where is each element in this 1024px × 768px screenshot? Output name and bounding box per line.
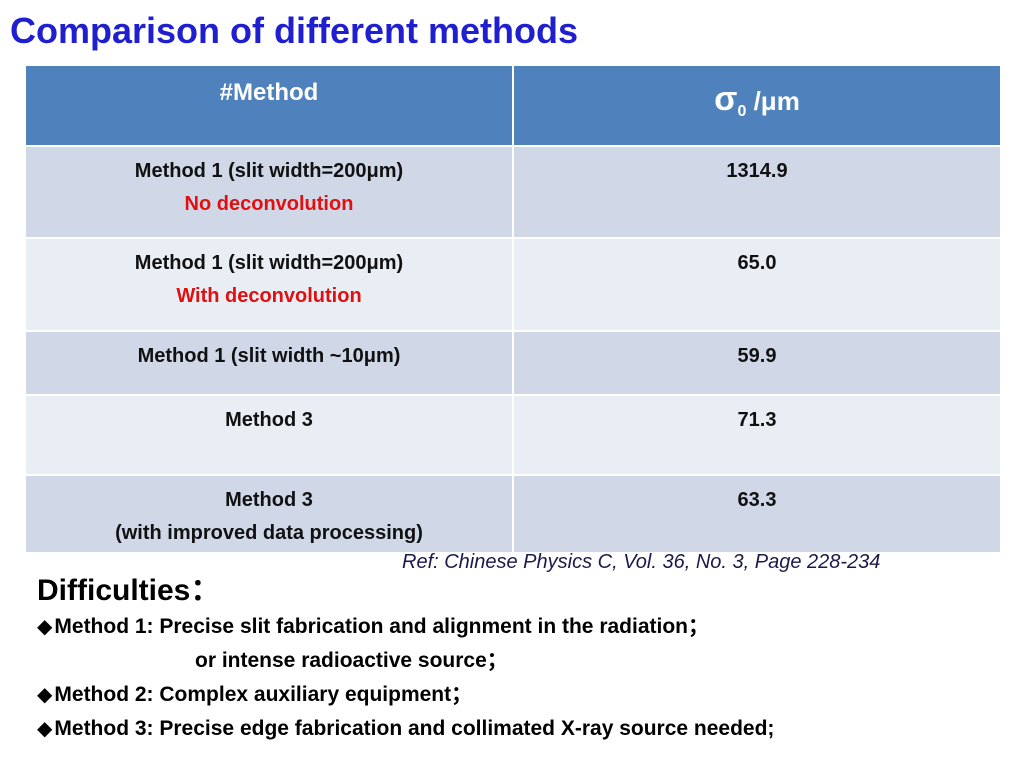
method-label: Method 3 <box>225 489 313 512</box>
value-cell: 59.9 <box>512 330 1002 397</box>
table-row: Method 3 71.3 <box>24 394 1002 477</box>
method-note: With deconvolution <box>176 285 362 308</box>
difficulty-text: Method 3: Precise edge fabrication and c… <box>54 717 775 740</box>
method-cell: Method 1 (slit width=200μm) No deconvolut… <box>24 145 514 240</box>
list-item: ◆Method 1: Precise slit fabrication and … <box>37 610 774 644</box>
method-label: Method 1 (slit width=200μm) <box>134 252 404 275</box>
difficulty-text: Method 2: Complex auxiliary equipment； <box>54 683 473 706</box>
sigma-value: 63.3 <box>737 489 777 512</box>
difficulties-list: ◆Method 1: Precise slit fabrication and … <box>37 610 774 746</box>
method-cell: Method 3 <box>24 394 514 477</box>
sigma-subscript: 0 <box>737 103 747 121</box>
diamond-bullet-icon: ◆ <box>37 616 53 638</box>
method-label: Method 3 <box>225 409 313 432</box>
method-note: No deconvolution <box>184 193 354 216</box>
sigma-value: 1314.9 <box>726 160 788 183</box>
value-cell: 65.0 <box>512 237 1002 333</box>
table-row: Method 1 (slit width ~10μm) 59.9 <box>24 330 1002 397</box>
table-row: Method 1 (slit width=200μm) No deconvolut… <box>24 145 1002 240</box>
table-row: Method 3 (with improved data processing) … <box>24 474 1002 555</box>
method-label: Method 1 (slit width ~10μm) <box>137 345 401 368</box>
diamond-bullet-icon: ◆ <box>37 718 53 740</box>
method-cell: Method 3 (with improved data processing) <box>24 474 514 555</box>
list-item: ◆Method 2: Complex auxiliary equipment； <box>37 678 774 712</box>
difficulties-heading: Difficulties： <box>37 574 221 607</box>
method-cell: Method 1 (slit width ~10μm) <box>24 330 514 397</box>
value-cell: 1314.9 <box>512 145 1002 240</box>
slide-title: Comparison of different methods <box>10 10 579 51</box>
sigma-symbol: σ <box>714 80 738 118</box>
header-method: #Method <box>24 63 514 148</box>
diamond-bullet-icon: ◆ <box>37 684 53 706</box>
sigma-value: 65.0 <box>737 252 777 275</box>
table-header-row: #Method σ0 /μm <box>24 63 1002 148</box>
sigma-value: 59.9 <box>737 345 777 368</box>
sigma-value: 71.3 <box>737 409 777 432</box>
value-cell: 63.3 <box>512 474 1002 555</box>
reference-citation: Ref: Chinese Physics C, Vol. 36, No. 3, … <box>402 551 881 573</box>
sigma-unit: /μm <box>746 86 800 116</box>
header-sigma: σ0 /μm <box>512 63 1002 148</box>
difficulty-text: Method 1: Precise slit fabrication and a… <box>54 615 709 638</box>
list-item: ◆Method 3: Precise edge fabrication and … <box>37 712 774 746</box>
method-label: Method 1 (slit width=200μm) <box>134 160 404 183</box>
comparison-table: #Method σ0 /μm Method 1 (slit width=200μ… <box>24 63 1002 555</box>
list-item-continuation: or intense radioactive source； <box>195 649 508 672</box>
table-row: Method 1 (slit width=200μm) With deconvol… <box>24 237 1002 333</box>
value-cell: 71.3 <box>512 394 1002 477</box>
method-cell: Method 1 (slit width=200μm) With deconvol… <box>24 237 514 333</box>
method-note: (with improved data processing) <box>115 522 423 545</box>
